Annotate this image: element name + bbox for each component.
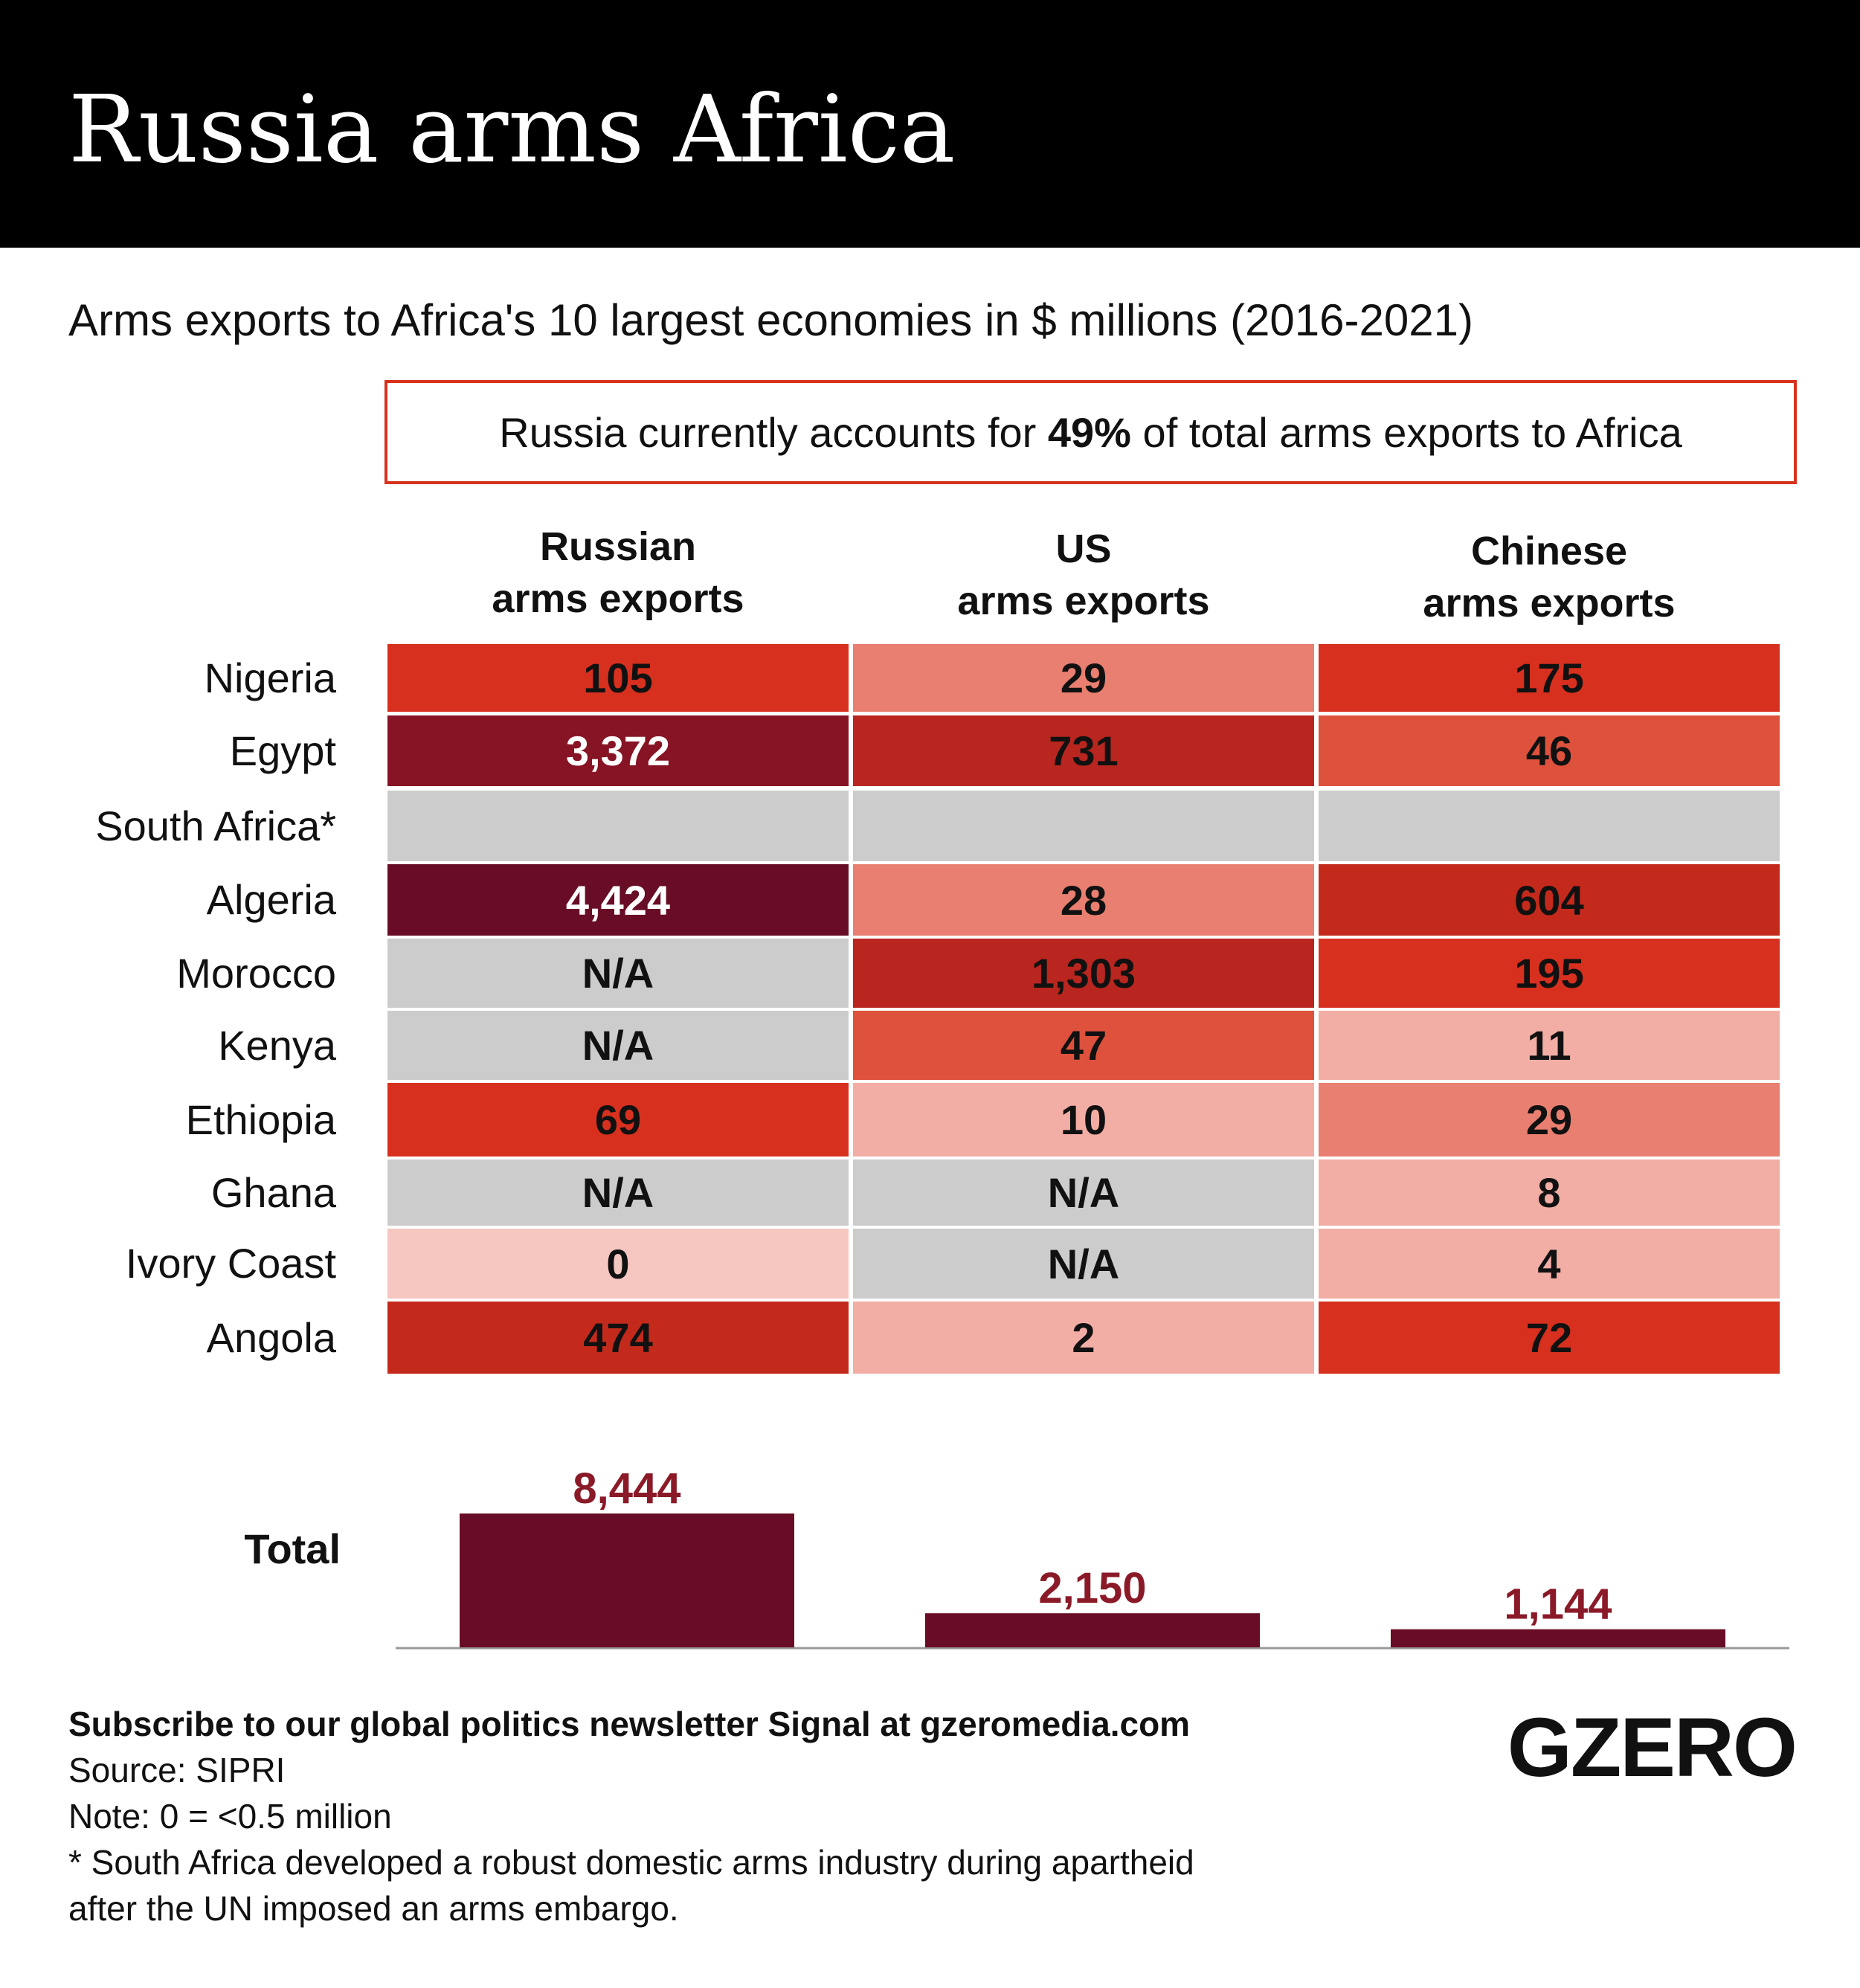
column-header: Chinese arms exports — [1319, 525, 1780, 629]
heatmap-cell: N/A — [387, 1159, 849, 1226]
chart-title: Russia arms Africa — [68, 76, 956, 184]
heatmap-cell: 29 — [853, 644, 1314, 712]
heatmap-cell: 175 — [1319, 644, 1780, 712]
row-label: Ghana — [210, 1168, 336, 1216]
row-label: Nigeria — [204, 654, 336, 701]
subscribe-text: Subscribe to our global politics newslet… — [68, 1705, 1191, 1743]
heatmap-cell: 72 — [1319, 1302, 1780, 1374]
heatmap-cell: N/A — [387, 1011, 849, 1080]
heatmap-cell: N/A — [387, 939, 849, 1008]
heatmap-cell: 8 — [1319, 1159, 1780, 1226]
column-header: Russian arms exports — [387, 521, 849, 625]
heatmap-cell: 69 — [387, 1083, 849, 1157]
gzero-logo: GZERO — [1507, 1701, 1798, 1794]
heatmap-cell: 105 — [387, 644, 849, 712]
total-bar — [1391, 1629, 1725, 1647]
totals-bar-chart: 8,444 2,150 1,144 — [396, 1464, 1789, 1650]
row-label: Morocco — [176, 949, 336, 997]
source-text: Source: SIPRI — [68, 1751, 286, 1789]
row-label: Kenya — [218, 1021, 336, 1069]
total-value-label: 1,144 — [1504, 1580, 1612, 1629]
callout-highlight: 49% — [1047, 408, 1131, 456]
total-bar — [460, 1513, 794, 1647]
column-header-line1: Chinese — [1470, 529, 1628, 573]
heatmap-cell: 474 — [387, 1302, 849, 1374]
heatmap-cell: N/A — [853, 1229, 1314, 1299]
row-label: Angola — [206, 1313, 336, 1361]
heatmap-cell: 10 — [853, 1083, 1314, 1157]
callout-box: Russia currently accounts for 49% of tot… — [384, 380, 1797, 484]
column-header-line2: arms exports — [957, 579, 1210, 623]
heatmap-cell: 47 — [853, 1011, 1314, 1080]
column-header-line2: arms exports — [1423, 581, 1676, 625]
row-label: Egypt — [229, 727, 336, 774]
heatmap-cell: 29 — [1319, 1083, 1780, 1157]
column-header-line1: US — [1055, 527, 1112, 571]
row-label: Ethiopia — [185, 1096, 336, 1143]
heatmap-cell: 11 — [1319, 1011, 1780, 1080]
row-label: Algeria — [206, 876, 336, 923]
callout-text-after: of total arms exports to Africa — [1130, 408, 1682, 456]
heatmap-cell: 28 — [853, 864, 1314, 936]
heatmap-cell: 2 — [853, 1302, 1314, 1374]
heatmap-cell — [387, 791, 849, 861]
total-value-label: 2,150 — [1038, 1564, 1146, 1612]
footnote-line-1: * South Africa developed a robust domest… — [68, 1843, 1194, 1882]
heatmap-cell: 604 — [1319, 864, 1780, 936]
footnote-line-2: after the UN imposed an arms embargo. — [68, 1889, 679, 1928]
note-text: Note: 0 = <0.5 million — [68, 1797, 392, 1836]
column-header: US arms exports — [853, 523, 1314, 627]
heatmap-cell — [1319, 791, 1780, 861]
header-bar: Russia arms Africa — [0, 0, 1860, 248]
heatmap-cell: 1,303 — [853, 939, 1314, 1008]
total-label: Total — [244, 1525, 341, 1572]
column-header-line2: arms exports — [492, 576, 744, 621]
heatmap-cell: 4,424 — [387, 864, 849, 936]
heatmap-cell: 195 — [1319, 939, 1780, 1008]
column-header-line1: Russian — [539, 524, 697, 569]
heatmap-cell: 0 — [387, 1229, 849, 1299]
heatmap-cell: 731 — [853, 715, 1314, 786]
callout-text-before: Russia currently accounts for — [499, 408, 1048, 456]
chart-subtitle: Arms exports to Africa's 10 largest econ… — [68, 295, 1473, 345]
heatmap-cell: N/A — [853, 1159, 1314, 1226]
heatmap-cell: 4 — [1319, 1229, 1780, 1299]
row-label: Ivory Coast — [125, 1240, 336, 1287]
total-bar — [925, 1613, 1260, 1647]
total-value-label: 8,444 — [573, 1464, 680, 1513]
heatmap-cell: 46 — [1319, 715, 1780, 786]
heatmap-cell: 3,372 — [387, 715, 849, 786]
row-label: South Africa* — [95, 802, 336, 849]
heatmap-cell — [853, 791, 1314, 861]
